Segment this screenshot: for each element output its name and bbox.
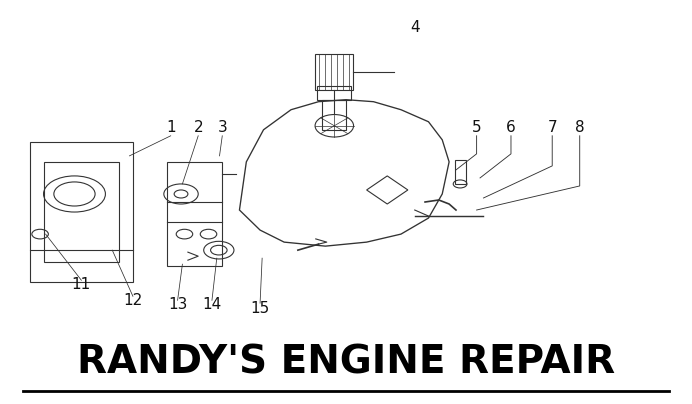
Text: 12: 12 bbox=[123, 293, 143, 308]
Text: 3: 3 bbox=[217, 120, 227, 135]
Text: 14: 14 bbox=[202, 297, 221, 312]
Text: 11: 11 bbox=[72, 277, 91, 292]
Text: 15: 15 bbox=[251, 301, 270, 316]
Text: 13: 13 bbox=[168, 297, 188, 312]
Text: 1: 1 bbox=[166, 120, 176, 135]
Text: 5: 5 bbox=[472, 120, 482, 135]
Text: 6: 6 bbox=[506, 120, 516, 135]
Text: 8: 8 bbox=[575, 120, 585, 135]
Text: 7: 7 bbox=[547, 120, 557, 135]
Text: 2: 2 bbox=[193, 120, 203, 135]
Text: RANDY'S ENGINE REPAIR: RANDY'S ENGINE REPAIR bbox=[77, 343, 615, 381]
Text: 4: 4 bbox=[410, 20, 419, 35]
